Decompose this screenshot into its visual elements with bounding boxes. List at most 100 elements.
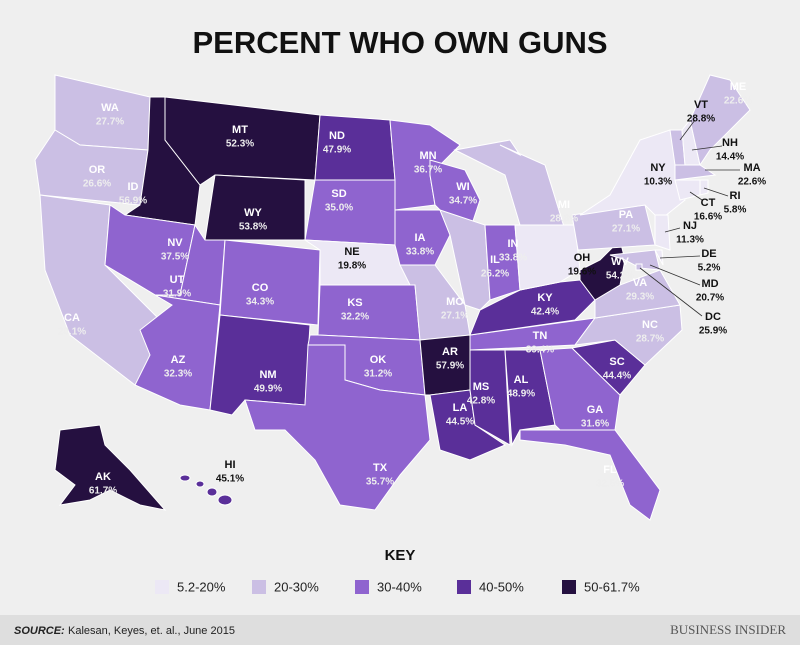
state-value: 37.5% — [161, 252, 189, 263]
state-value: 32.2% — [341, 312, 369, 323]
state-abbr: AL — [514, 374, 529, 386]
state-value: 33.8% — [499, 253, 527, 264]
key-label: 30-40% — [377, 579, 422, 594]
state-value: 31.9% — [163, 289, 191, 300]
leader-lines — [639, 119, 740, 317]
state-abbr: MA — [743, 162, 760, 174]
state-value: 49.9% — [254, 384, 282, 395]
state-value: 28.8% — [550, 214, 578, 225]
state-value: 32.3% — [164, 369, 192, 380]
state-abbr: SC — [609, 356, 624, 368]
state-value: 22.6% — [738, 177, 766, 188]
state-shape — [209, 314, 311, 416]
key-swatch — [457, 580, 471, 594]
state-shape — [219, 239, 321, 326]
state-abbr: MI — [558, 199, 570, 211]
state-value: 27.1% — [441, 311, 469, 322]
state-value: 27.1% — [612, 224, 640, 235]
state-abbr: IL — [490, 254, 500, 266]
state-value: 5.2% — [698, 263, 721, 274]
state-abbr: CT — [701, 197, 716, 209]
leader — [679, 119, 696, 141]
state-shape — [195, 480, 205, 488]
state-shape — [453, 139, 566, 231]
state-value: 26.2% — [481, 269, 509, 280]
key-swatch — [355, 580, 369, 594]
state-value: 44.4% — [603, 371, 631, 382]
state-abbr: UT — [170, 274, 185, 286]
state-value: 28.7% — [636, 334, 664, 345]
state-value: 19.6% — [568, 267, 596, 278]
state-abbr: KS — [347, 297, 362, 309]
state-abbr: NH — [722, 137, 738, 149]
state-abbr: WA — [101, 102, 119, 114]
state-value: 28.8% — [687, 114, 715, 125]
leader — [703, 187, 729, 197]
state-value: 16.6% — [694, 212, 722, 223]
state-value: 32.5% — [596, 479, 624, 490]
key-swatch — [252, 580, 266, 594]
state-abbr: LA — [453, 402, 468, 414]
state-abbr: WV — [611, 256, 629, 268]
state-shape — [594, 269, 681, 319]
state-abbr: RI — [730, 190, 741, 202]
state-value: 36.7% — [414, 165, 442, 176]
key-label: 50-61.7% — [584, 579, 640, 594]
key-title: KEY — [385, 547, 416, 564]
state-abbr: AZ — [171, 354, 186, 366]
state-shape — [699, 179, 709, 196]
state-shape — [514, 224, 581, 291]
state-abbr: MD — [701, 278, 718, 290]
source-label: SOURCE: — [14, 625, 65, 637]
state-abbr: NE — [344, 246, 359, 258]
state-value: 25.9% — [699, 326, 727, 337]
state-value: 34.7% — [449, 196, 477, 207]
state-value: 33.8% — [406, 247, 434, 258]
state-shape — [654, 214, 671, 251]
state-shape — [504, 349, 556, 447]
state-value: 20.1% — [58, 327, 86, 338]
state-abbr: NJ — [683, 220, 697, 232]
state-value: 48.9% — [507, 389, 535, 400]
key: 5.2-20% 20-30% 30-40% 40-50% 50-61.7% — [155, 579, 640, 594]
state-value: 39.4% — [526, 345, 554, 356]
state-abbr: SD — [331, 188, 346, 200]
state-abbr: MT — [232, 124, 248, 136]
leader — [664, 227, 681, 233]
state-value: 35.0% — [325, 203, 353, 214]
state-abbr: OH — [574, 252, 591, 264]
state-value: 42.8% — [467, 396, 495, 407]
state-value: 27.7% — [96, 117, 124, 128]
key-swatch — [562, 580, 576, 594]
state-abbr: MS — [473, 381, 490, 393]
state-value: 61.7% — [89, 486, 117, 497]
state-abbr: PA — [619, 209, 634, 221]
state-value: 14.4% — [716, 152, 744, 163]
state-abbr: HI — [225, 459, 236, 471]
leader — [691, 145, 723, 151]
state-shape — [609, 249, 661, 271]
state-abbr: AR — [442, 346, 458, 358]
state-shape — [244, 344, 431, 511]
state-shape — [54, 424, 167, 511]
state-shape — [674, 179, 701, 201]
footer-bar — [0, 615, 800, 645]
state-shape — [217, 494, 233, 506]
state-value: 10.3% — [644, 177, 672, 188]
state-value: 29.3% — [626, 292, 654, 303]
state-value: 42.4% — [531, 307, 559, 318]
state-value: 56.9% — [119, 196, 147, 207]
leader — [689, 191, 703, 201]
state-value: 52.3% — [226, 139, 254, 150]
state-abbr: DC — [705, 311, 721, 323]
state-value: 20.7% — [696, 293, 724, 304]
state-value: 5.8% — [724, 205, 747, 216]
state-value: 53.8% — [239, 222, 267, 233]
state-abbr: FL — [603, 464, 617, 476]
key-label: 5.2-20% — [177, 579, 226, 594]
state-abbr: VA — [633, 277, 648, 289]
state-abbr: GA — [587, 404, 604, 416]
state-abbr: MO — [446, 296, 464, 308]
state-abbr: NY — [650, 162, 666, 174]
state-abbr: TN — [533, 330, 548, 342]
